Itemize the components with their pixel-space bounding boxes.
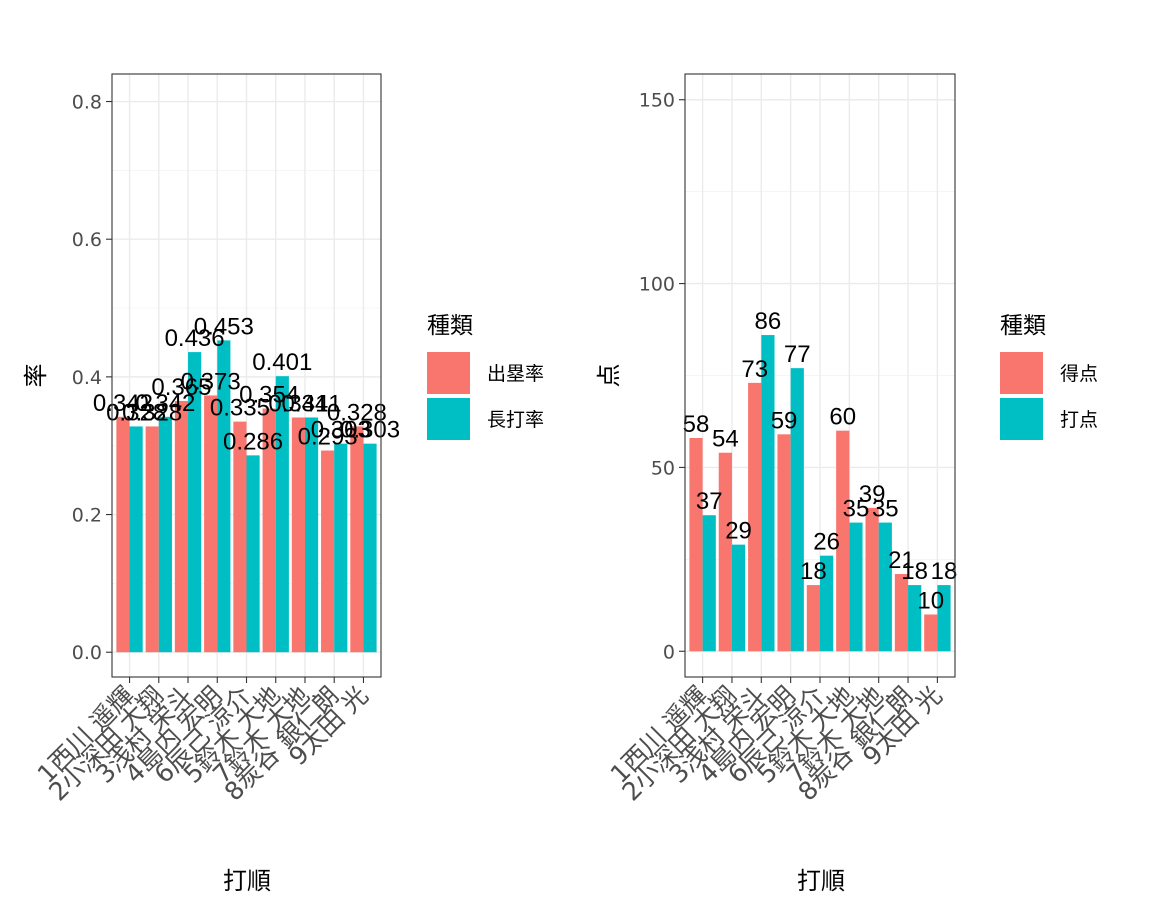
bar-長打率-5 [247, 455, 260, 652]
legend-key [1000, 398, 1043, 440]
data-label: 18 [800, 558, 827, 585]
legend-label: 長打率 [487, 409, 544, 431]
data-label: 60 [829, 404, 856, 431]
legend-label: 得点 [1060, 363, 1098, 385]
bar-得点-2 [719, 453, 732, 652]
data-label: 35 [872, 496, 899, 523]
bar-出塁率-7 [292, 417, 305, 652]
data-label: 0.286 [223, 428, 283, 455]
bar-長打率-1 [130, 426, 143, 652]
points-x-axis-title: 打順 [797, 867, 845, 895]
legend-title: 種類 [427, 313, 473, 339]
legend-label: 打点 [1060, 409, 1098, 431]
data-label: 26 [813, 529, 840, 556]
data-label: 58 [683, 411, 710, 438]
y-tick-label: 0.6 [72, 229, 102, 251]
points-y-axis-title: 点 [595, 364, 623, 388]
bar-長打率-2 [159, 417, 172, 652]
legend-key [427, 352, 470, 394]
bar-得点-5 [807, 585, 820, 651]
y-tick-label: 150 [639, 90, 675, 112]
y-tick-label: 0 [663, 641, 675, 663]
data-label: 0.303 [340, 417, 400, 444]
data-label: 77 [784, 341, 811, 368]
bar-得点-4 [777, 434, 790, 651]
data-label: 29 [725, 518, 752, 545]
bar-出塁率-3 [175, 401, 188, 652]
legend-key [427, 398, 470, 440]
data-label: 35 [843, 496, 870, 523]
bar-得点-9 [924, 614, 937, 651]
y-tick-label: 0.4 [72, 367, 102, 389]
bar-打点-6 [849, 523, 862, 652]
data-label: 54 [712, 426, 739, 453]
bar-得点-8 [895, 574, 908, 651]
legend-label: 出塁率 [487, 363, 544, 385]
data-label: 73 [741, 356, 768, 383]
data-label: 86 [755, 308, 782, 335]
data-label: 0.401 [252, 349, 312, 376]
y-tick-label: 100 [639, 274, 675, 296]
y-tick-label: 0.2 [72, 505, 102, 527]
data-label: 0.342 [135, 390, 195, 417]
rate-y-axis-title: 率 [22, 364, 50, 388]
data-label: 10 [917, 587, 944, 614]
data-label: 59 [771, 407, 798, 434]
bar-出塁率-8 [321, 451, 334, 653]
bar-長打率-7 [305, 417, 318, 652]
data-label: 18 [931, 558, 958, 585]
bar-出塁率-5 [233, 422, 246, 653]
data-label: 0.341 [282, 390, 342, 417]
data-label: 37 [696, 488, 723, 515]
rate-x-axis-title: 打順 [223, 867, 271, 895]
bar-出塁率-2 [146, 426, 159, 652]
data-label: 0.453 [194, 313, 254, 340]
bar-得点-7 [865, 508, 878, 651]
y-tick-label: 50 [651, 457, 675, 479]
bar-打点-2 [732, 545, 745, 652]
bar-出塁率-9 [350, 426, 363, 652]
bar-打点-1 [703, 515, 716, 651]
y-tick-label: 0.8 [72, 92, 102, 114]
bar-長打率-6 [276, 376, 289, 652]
bar-長打率-8 [334, 444, 347, 653]
bar-長打率-9 [363, 444, 376, 653]
legend-title: 種類 [1000, 313, 1046, 339]
bar-得点-1 [689, 438, 702, 651]
legend-key [1000, 352, 1043, 394]
bar-出塁率-1 [116, 417, 129, 652]
bar-出塁率-4 [204, 395, 217, 652]
bar-打点-7 [879, 523, 892, 652]
data-label: 18 [901, 558, 928, 585]
y-tick-label: 0.0 [72, 642, 102, 664]
